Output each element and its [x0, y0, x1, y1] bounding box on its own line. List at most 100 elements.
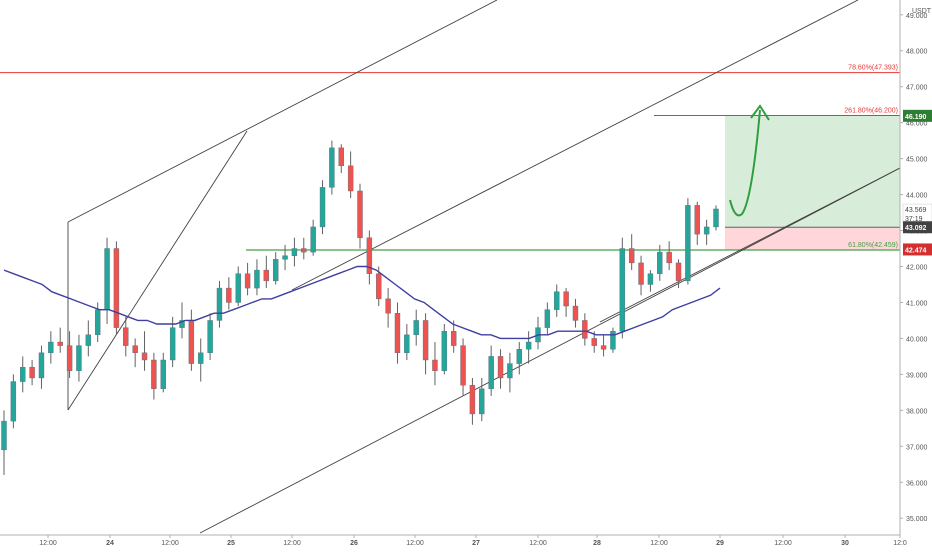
x-tick-label: 25	[227, 540, 235, 547]
moving-average	[3, 265, 721, 340]
candle	[282, 244, 288, 271]
candle	[329, 140, 335, 195]
candle	[319, 180, 326, 235]
candle	[179, 302, 185, 339]
candle-body	[198, 352, 204, 364]
y-tick-label: 49.000	[906, 13, 928, 20]
candle	[469, 377, 476, 425]
candle-body	[160, 359, 166, 389]
candle-body	[319, 187, 326, 228]
candle	[198, 338, 204, 382]
candle	[657, 244, 663, 281]
candle-body	[450, 331, 457, 346]
candle	[188, 309, 195, 371]
candle	[610, 327, 616, 353]
candle-body	[385, 298, 391, 314]
x-tick-label: 12:00	[39, 540, 57, 547]
candle	[628, 234, 635, 271]
candle-body	[272, 259, 279, 282]
candle-body	[301, 248, 307, 253]
candle-body	[638, 262, 644, 285]
candle-body	[29, 366, 35, 379]
candle	[460, 338, 466, 396]
x-tick-label: 12:00	[406, 540, 424, 547]
channel-line	[67, 0, 498, 223]
candle	[619, 237, 626, 339]
candle	[113, 241, 120, 335]
candle-body	[104, 248, 110, 310]
candle-body	[713, 208, 719, 228]
target-price-tag: 46.190	[905, 114, 927, 121]
candle	[413, 309, 419, 346]
candle-body	[85, 334, 92, 346]
candle	[254, 259, 260, 296]
level-labels: 78.60%(47.393) 261.80%(46.200) 61.80%(42.4…	[844, 65, 898, 249]
x-tick-label: 28	[593, 540, 601, 547]
candle-body	[366, 237, 373, 274]
candle	[572, 298, 579, 328]
candle-body	[357, 190, 363, 238]
fib-level-label: 261.80%(46.200)	[844, 107, 898, 114]
candle	[554, 284, 560, 317]
candle-body	[675, 262, 682, 282]
x-tick-label: 30	[841, 540, 849, 547]
candle	[713, 205, 719, 231]
candle-body	[703, 226, 710, 235]
candle-body	[66, 345, 73, 371]
fib-level-label: 61.80%(42.459)	[848, 242, 898, 249]
candle-body	[657, 251, 663, 274]
candle	[497, 349, 504, 389]
candle-body	[263, 269, 270, 282]
candle-body	[1, 420, 7, 451]
candle	[301, 237, 307, 260]
candle-body	[226, 287, 232, 303]
candle-body	[572, 305, 579, 321]
stop-price-tag-bg	[903, 243, 932, 256]
candle	[563, 288, 569, 317]
candle-body	[329, 147, 335, 188]
candle	[507, 352, 513, 393]
candle	[226, 277, 232, 310]
y-tick-label: 35.000	[906, 516, 928, 523]
loss-zone	[725, 227, 900, 250]
candle-body	[282, 255, 288, 260]
ma-line	[3, 265, 721, 340]
y-tick-label: 39.000	[906, 372, 928, 379]
y-tick-label: 41.000	[906, 300, 928, 307]
countdown-tag: 37:19	[905, 216, 923, 223]
candle-body	[479, 388, 485, 415]
candle	[141, 331, 148, 371]
candle	[357, 183, 363, 249]
candle	[376, 266, 382, 307]
candle-body	[48, 341, 54, 354]
candle-body	[685, 205, 691, 282]
y-tick-label: 46.000	[906, 121, 928, 128]
stop-price-tag: 42.474	[905, 247, 927, 254]
candle	[132, 338, 138, 368]
candle-body	[469, 384, 476, 415]
candle-body	[254, 269, 260, 289]
candle-body	[628, 248, 635, 264]
candle	[535, 316, 541, 350]
candle	[48, 331, 54, 364]
position-zones	[725, 115, 900, 250]
candle-body	[169, 327, 176, 361]
candle	[207, 313, 213, 360]
candle	[582, 313, 588, 346]
candle	[600, 334, 607, 357]
x-tick-label: 12:00	[161, 540, 179, 547]
channel-line	[199, 167, 901, 534]
y-tick-label: 45.000	[906, 157, 928, 164]
candle	[104, 237, 110, 325]
channel-lines	[0, 0, 901, 534]
candle-body	[563, 291, 569, 307]
candle	[488, 345, 494, 396]
candle	[169, 316, 176, 368]
candle	[10, 374, 17, 429]
candle-body	[404, 334, 410, 354]
candle-body	[57, 341, 63, 346]
candle-body	[188, 320, 195, 364]
candle-body	[600, 345, 607, 350]
x-tick-label: 12:00	[529, 540, 547, 547]
